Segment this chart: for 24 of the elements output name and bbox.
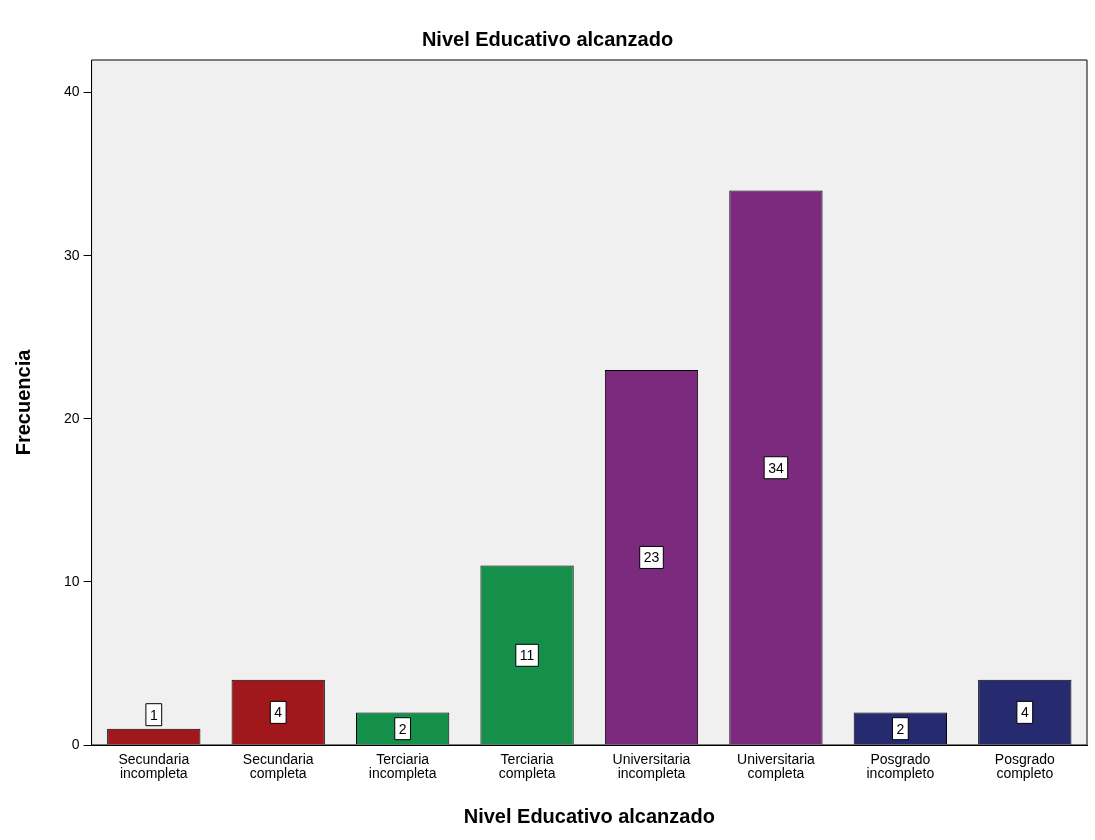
x-tick-label: Universitaria completa: [737, 750, 816, 781]
data-label: 2: [398, 720, 407, 737]
x-tick-label: Secundaria incompleta: [118, 750, 190, 781]
x-tick-label: Terciaria completa: [498, 750, 556, 781]
x-tick-label: Posgrado completo: [994, 750, 1055, 781]
data-label: 4: [1020, 704, 1029, 721]
y-tick-label: 20: [63, 409, 80, 426]
data-label: 11: [519, 647, 535, 664]
x-tick-label: Terciaria incompleta: [368, 750, 437, 781]
data-label: 2: [896, 720, 905, 737]
data-label: 34: [768, 459, 784, 476]
x-tick-label: Secundaria completa: [242, 750, 314, 781]
y-axis-title: Frecuencia: [11, 348, 34, 456]
data-label: 4: [274, 704, 283, 721]
data-label: 23: [643, 549, 660, 566]
x-tick-label: Universitaria incompleta: [612, 750, 691, 781]
y-tick-label: 40: [63, 83, 80, 100]
data-label: 1: [149, 706, 158, 723]
y-tick-label: 10: [63, 572, 80, 589]
y-tick-label: 0: [71, 735, 80, 752]
x-axis-title: Nivel Educativo alcanzado: [463, 804, 715, 827]
chart-title: Nivel Educativo alcanzado: [421, 27, 674, 50]
y-tick-label: 30: [63, 246, 80, 263]
x-tick-label: Posgrado incompleto: [866, 750, 935, 781]
